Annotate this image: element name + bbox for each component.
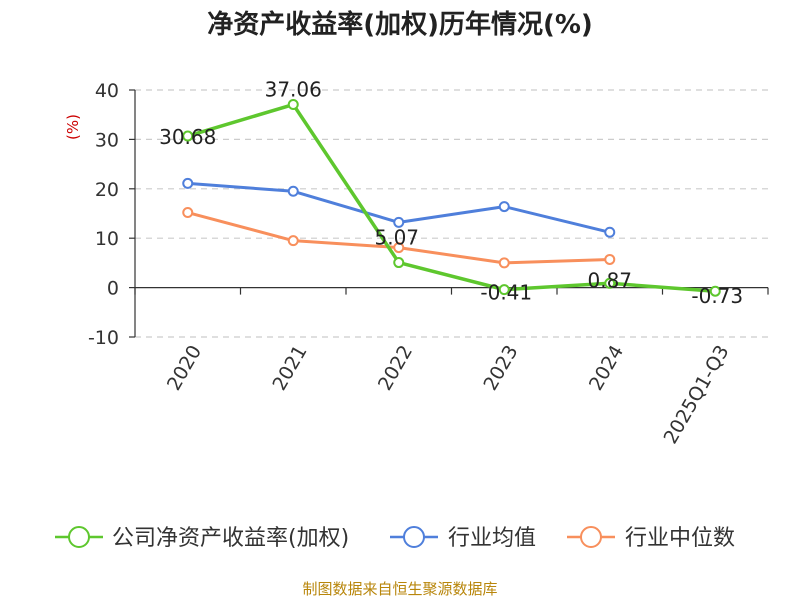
legend-label: 公司净资产收益率(加权) <box>112 526 349 551</box>
y-tick-label: 0 <box>107 278 119 300</box>
y-tick-label: 40 <box>95 80 119 102</box>
data-label: 0.87 <box>587 268 632 292</box>
y-tick-label: 20 <box>95 179 119 201</box>
data-point <box>393 216 405 228</box>
x-tick-label: 2020 <box>163 342 206 395</box>
data-label: -0.41 <box>480 281 532 305</box>
data-label: -0.73 <box>691 284 743 308</box>
x-tick-label: 2024 <box>585 342 628 395</box>
legend-label: 行业均值 <box>448 526 536 551</box>
data-point <box>498 257 510 269</box>
data-point <box>287 99 299 111</box>
data-point <box>709 285 721 297</box>
data-label: 5.07 <box>374 226 419 250</box>
y-tick-label: 10 <box>95 228 119 250</box>
chart-title: 净资产收益率(加权)历年情况(%) <box>207 9 593 40</box>
data-point <box>604 277 616 289</box>
x-tick-label: 2023 <box>479 342 522 395</box>
data-point <box>604 226 616 238</box>
series-line <box>187 102 716 293</box>
x-tick-labels: 2020 2021 2022 2023 2024 2025Q1-Q3 <box>163 342 734 448</box>
x-tick-label: 2022 <box>374 342 417 395</box>
series-lines <box>182 99 721 297</box>
data-point <box>393 242 405 254</box>
y-tick-label: 30 <box>95 129 119 151</box>
y-tick-label: -10 <box>88 327 119 349</box>
y-tick-labels: 40 30 20 10 0 -10 <box>88 80 119 349</box>
data-point <box>182 130 194 142</box>
legend-marker <box>403 526 425 548</box>
legend-marker <box>580 526 602 548</box>
data-point <box>393 257 405 269</box>
x-tick-label: 2021 <box>268 342 311 395</box>
data-point <box>287 185 299 197</box>
data-point <box>182 177 194 189</box>
data-label: 37.06 <box>265 78 322 102</box>
x-tick-label: 2025Q1-Q3 <box>660 342 734 448</box>
data-point <box>287 235 299 247</box>
data-point <box>498 284 510 296</box>
legend-marker <box>68 526 90 548</box>
data-labels: 30.68 37.06 5.07 -0.41 0.87 -0.73 <box>159 78 743 309</box>
source-note: 制图数据来自恒生聚源数据库 <box>302 580 497 598</box>
legend-label: 行业中位数 <box>625 526 735 551</box>
data-point <box>498 201 510 213</box>
data-point <box>182 207 194 219</box>
legend: 公司净资产收益率(加权) 行业均值 行业中位数 <box>55 526 735 551</box>
y-axis-label: (%) <box>64 114 82 140</box>
data-label: 30.68 <box>159 125 216 149</box>
data-point <box>604 253 616 265</box>
